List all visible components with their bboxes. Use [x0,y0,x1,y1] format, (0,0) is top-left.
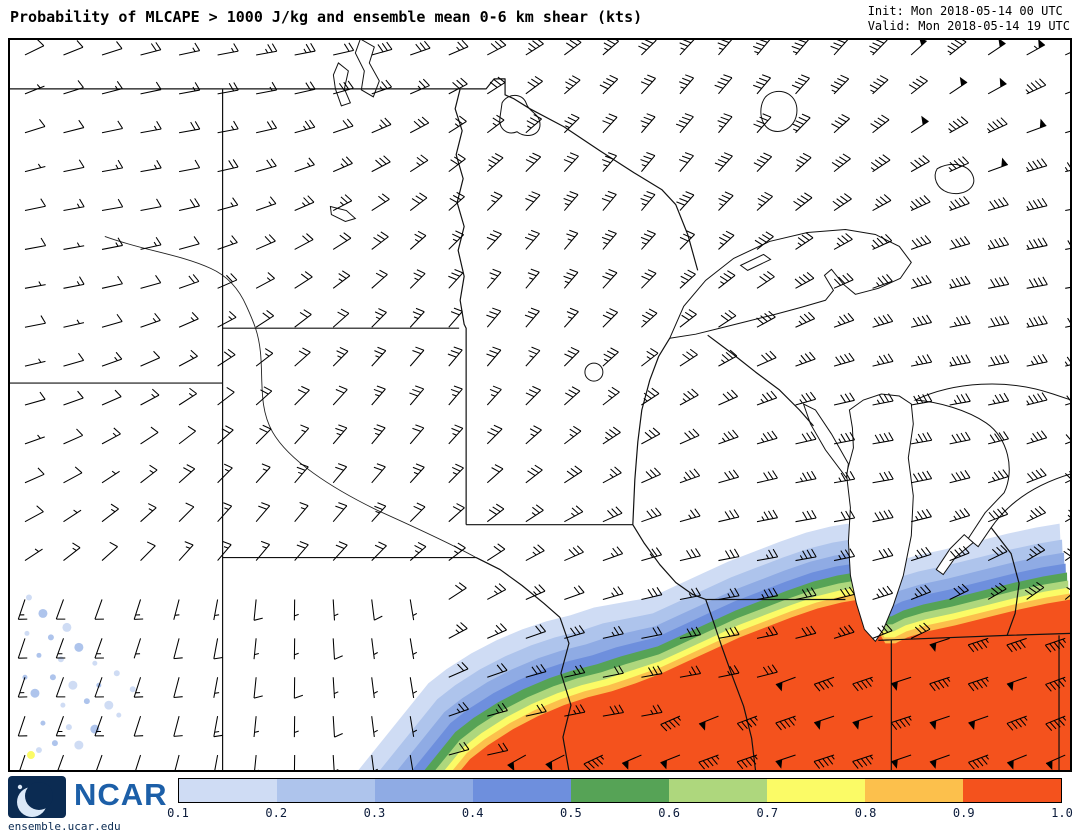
mille-lacs-lake [584,362,604,382]
devils-lake [329,205,357,223]
map-frame [9,39,1071,771]
valid-time: Valid: Mon 2018-05-14 19 UTC [867,19,1070,33]
state-borders [9,78,1071,771]
ncar-wordmark: NCAR [74,777,168,812]
site-url: ensemble.ucar.edu [8,820,121,833]
sd-ne-border [222,556,561,618]
saginaw-bay [935,533,974,576]
colorbar-segments [178,778,1062,803]
mn-wi-ia-il-river-border [632,337,757,771]
map-region [8,38,1072,772]
footer: NCAR ensemble.ucar.edu 0.1 0.2 0.3 0.4 0.5 0.… [0,772,1080,834]
init-time: Init: Mon 2018-05-14 00 UTC [867,4,1063,18]
missouri-river-nd [104,236,256,329]
lake-of-the-woods [499,94,541,136]
missouri-river-sd [255,328,477,558]
lake-huron [913,383,1071,548]
probability-contours [357,523,1071,771]
lake-nipigon [760,90,798,132]
ncar-swoosh-icon [17,782,53,817]
page-title: Probability of MLCAPE > 1000 J/kg and en… [10,8,643,26]
mi-east-coast [990,527,1020,636]
lake-winnipeg [354,39,380,98]
wind-barbs [17,39,1071,771]
wi-mi-border [707,334,814,427]
lake-manitoba [332,62,352,107]
rivers [104,236,477,558]
colorbar-labels: 0.1 0.2 0.3 0.4 0.5 0.6 0.7 0.8 0.9 1.0 [167,806,1073,820]
isle-royale [739,253,772,271]
lakes [329,39,1071,643]
colorbar: 0.1 0.2 0.3 0.4 0.5 0.6 0.7 0.8 0.9 1.0 [167,778,1073,822]
ncar-logo [8,776,66,818]
ontario-lake [934,164,975,195]
green-bay [802,403,849,480]
minnesota-west-border [454,88,467,525]
lake-michigan [845,393,914,643]
time-stamps: Init: Mon 2018-05-14 00 UTC Valid: Mon 2… [868,4,1070,34]
header: Probability of MLCAPE > 1000 J/kg and en… [0,0,1080,38]
canada-border [9,78,699,271]
forecast-map [9,39,1071,771]
low-probability-speckles [22,594,136,760]
lake-superior [668,228,912,339]
ia-ne-missouri-river [559,617,572,771]
